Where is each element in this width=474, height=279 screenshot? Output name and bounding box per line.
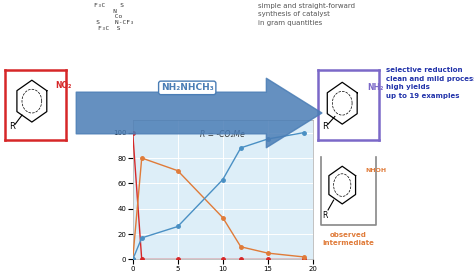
Ar-NHOH: [130, 258, 136, 261]
Text: R: R: [322, 211, 328, 220]
Ar-NHOH: [301, 255, 307, 259]
Text: R: R: [322, 122, 328, 131]
Line: Ar-NO2: Ar-NO2: [131, 131, 306, 261]
Ar-NO2: [238, 258, 244, 261]
Text: NH₂NHCH₃: NH₂NHCH₃: [161, 83, 214, 92]
Line: Ar-NH2: Ar-NH2: [131, 131, 306, 261]
Ar-NH2: [130, 258, 136, 261]
Ar-NH2: [301, 131, 307, 134]
Text: R = -CO₂Me: R = -CO₂Me: [201, 130, 245, 139]
Text: NH₂: NH₂: [367, 83, 383, 92]
Text: observed
intermediate: observed intermediate: [322, 232, 374, 246]
Ar-NO2: [301, 258, 307, 261]
Ar-NO2: [220, 258, 226, 261]
Text: NHOH: NHOH: [365, 167, 387, 172]
Ar-NH2: [139, 236, 145, 240]
Ar-NH2: [220, 178, 226, 181]
Ar-NO2: [265, 258, 271, 261]
Ar-NO2: [130, 131, 136, 134]
Ar-NH2: [175, 225, 181, 228]
Ar-NHOH: [139, 156, 145, 160]
Ar-NHOH: [238, 245, 244, 249]
Ar-NO2: [175, 258, 181, 261]
Ar-NO2: [139, 258, 145, 261]
Ar-NHOH: [220, 216, 226, 219]
Ar-NHOH: [175, 169, 181, 172]
Ar-NH2: [265, 137, 271, 141]
Text: simple and straight-forward
synthesis of catalyst
in gram quantities: simple and straight-forward synthesis of…: [258, 3, 356, 26]
Text: R: R: [9, 122, 15, 131]
Ar-NHOH: [265, 251, 271, 255]
Text: NO₂: NO₂: [55, 81, 72, 90]
Line: Ar-NHOH: Ar-NHOH: [131, 156, 306, 261]
Text: selective reduction
clean and mild process
high yields
up to 19 examples: selective reduction clean and mild proce…: [386, 67, 474, 99]
Text: F₃C    S
   N
     Co
   S    N-CF₃
F₃C  S: F₃C S N Co S N-CF₃ F₃C S: [85, 3, 133, 31]
Ar-NH2: [238, 146, 244, 150]
